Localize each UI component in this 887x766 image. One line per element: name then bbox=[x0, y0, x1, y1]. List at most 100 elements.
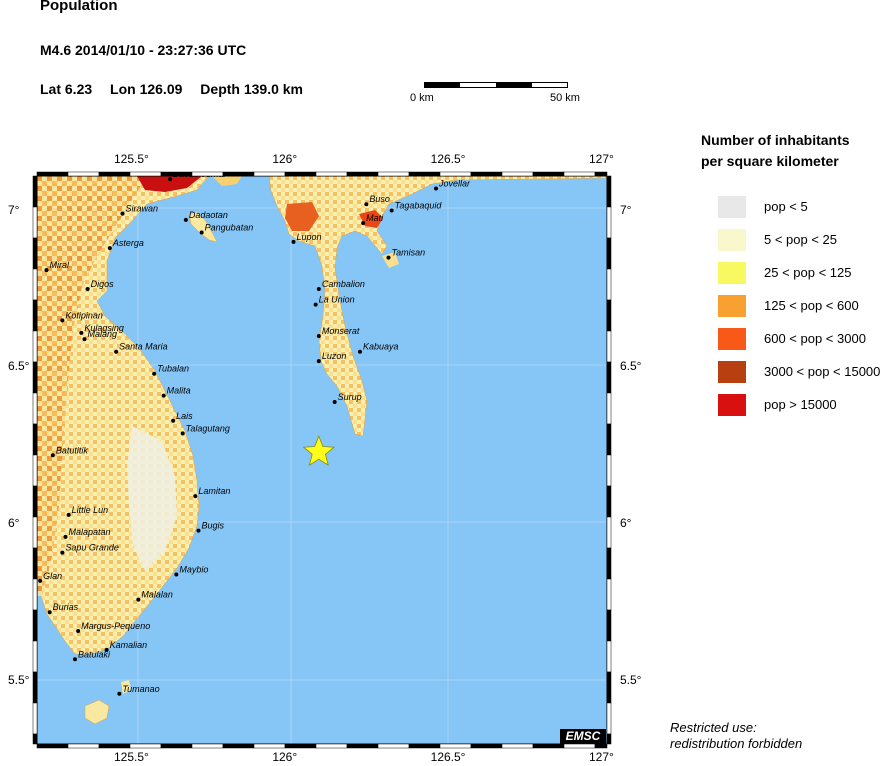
city-label: Malapatan bbox=[69, 527, 111, 537]
city-marker[interactable] bbox=[152, 371, 157, 376]
legend-label: 3000 < pop < 15000 bbox=[764, 364, 881, 379]
event-info: M4.6 2014/01/10 - 23:27:36 UTC bbox=[40, 42, 247, 58]
lat-tick-label-right: 5.5° bbox=[620, 673, 642, 688]
city-marker[interactable] bbox=[117, 691, 122, 696]
legend-label: pop < 5 bbox=[764, 199, 808, 214]
city-marker[interactable] bbox=[168, 177, 172, 182]
city-marker[interactable] bbox=[79, 330, 84, 335]
lat-tick-label-left: 6.5° bbox=[8, 359, 30, 374]
city-label: Digos bbox=[91, 279, 115, 289]
city-label: Margus-Pequeno bbox=[81, 621, 150, 631]
city-label: Dadaotan bbox=[189, 210, 228, 220]
city-marker[interactable] bbox=[171, 418, 176, 423]
city-marker[interactable] bbox=[389, 208, 394, 213]
legend-swatch bbox=[718, 262, 746, 284]
lon-tick-label-top: 127° bbox=[589, 152, 614, 166]
city-marker[interactable] bbox=[136, 597, 141, 602]
lon-tick-label-bottom: 126.5° bbox=[430, 750, 466, 764]
city-marker[interactable] bbox=[73, 657, 77, 662]
city-label: Kabuaya bbox=[363, 342, 399, 352]
legend-swatch bbox=[718, 196, 746, 218]
legend-label: pop > 15000 bbox=[764, 397, 837, 412]
city-marker[interactable] bbox=[85, 286, 90, 291]
city-label: Luzon bbox=[322, 351, 347, 361]
city-marker[interactable] bbox=[82, 337, 87, 342]
legend-label: 125 < pop < 600 bbox=[764, 298, 859, 313]
city-marker[interactable] bbox=[50, 453, 55, 458]
city-label: Sapu Grande bbox=[65, 543, 119, 553]
city-label: Malang bbox=[88, 329, 118, 339]
city-marker[interactable] bbox=[361, 221, 366, 226]
city-label: Lamitan bbox=[198, 486, 230, 496]
city-marker[interactable] bbox=[66, 512, 71, 517]
city-marker[interactable] bbox=[120, 211, 125, 216]
city-marker[interactable] bbox=[63, 534, 68, 539]
epicenter-star-icon[interactable] bbox=[302, 435, 336, 466]
tamisan-islet bbox=[382, 252, 399, 268]
eastern-peninsula bbox=[268, 175, 608, 437]
cities-layer: Davao JumalJovellarSirawanDadaotanBusoTa… bbox=[38, 169, 471, 696]
city-marker[interactable] bbox=[76, 629, 81, 634]
city-marker[interactable] bbox=[44, 268, 49, 273]
city-marker[interactable] bbox=[332, 399, 337, 404]
city-marker[interactable] bbox=[107, 246, 112, 251]
legend-label: 5 < pop < 25 bbox=[764, 232, 838, 247]
city-marker[interactable] bbox=[434, 186, 438, 191]
city-label: Malalan bbox=[141, 590, 173, 600]
city-marker[interactable] bbox=[47, 610, 52, 615]
lon-tick-label-bottom: 126° bbox=[272, 750, 298, 764]
lat-tick-label-right: 6.5° bbox=[620, 359, 642, 374]
city-label: Cambalion bbox=[322, 279, 365, 289]
city-marker[interactable] bbox=[316, 359, 321, 364]
city-marker[interactable] bbox=[38, 578, 43, 583]
city-marker[interactable] bbox=[386, 255, 391, 260]
city-label: Mati bbox=[366, 213, 384, 223]
city-marker[interactable] bbox=[316, 286, 321, 291]
small-island-north bbox=[212, 176, 242, 186]
city-marker[interactable] bbox=[180, 431, 185, 436]
city-marker[interactable] bbox=[358, 349, 362, 354]
usage-note-line1: Restricted use: bbox=[670, 720, 757, 735]
epicenter-layer bbox=[302, 435, 336, 466]
city-label: Bugis bbox=[202, 521, 225, 531]
city-label: Kulagsing bbox=[84, 323, 124, 333]
lat-tick-label-left: 5.5° bbox=[8, 673, 30, 688]
city-label: Santa Maria bbox=[119, 342, 168, 352]
lon-tick-label-top: 126° bbox=[272, 152, 298, 166]
city-marker[interactable] bbox=[161, 393, 166, 398]
balut-island bbox=[84, 699, 110, 725]
legend-swatch bbox=[718, 361, 746, 383]
city-marker[interactable] bbox=[199, 230, 204, 235]
scale-right-label: 50 km bbox=[550, 92, 580, 104]
map-canvas: Davao JumalJovellarSirawanDadaotanBusoTa… bbox=[36, 169, 608, 745]
city-label: Lais bbox=[176, 411, 193, 421]
city-label: Miral bbox=[50, 260, 70, 270]
legend-swatch bbox=[718, 229, 746, 251]
city-label: Tubalan bbox=[157, 364, 189, 374]
lat-tick-label-right: 6° bbox=[620, 516, 632, 531]
lupon-dense-area bbox=[285, 202, 319, 231]
city-marker[interactable] bbox=[193, 494, 198, 499]
city-marker[interactable] bbox=[60, 550, 65, 555]
city-marker[interactable] bbox=[60, 318, 65, 323]
city-marker[interactable] bbox=[316, 334, 321, 339]
lat-tick-label-right: 7° bbox=[620, 202, 632, 217]
city-marker[interactable] bbox=[196, 528, 201, 533]
city-label: La Union bbox=[319, 295, 355, 305]
city-marker[interactable] bbox=[313, 302, 318, 307]
map-title: Population bbox=[40, 0, 118, 14]
map-panel[interactable]: Davao JumalJovellarSirawanDadaotanBusoTa… bbox=[36, 169, 608, 745]
lat-tick-label-left: 6° bbox=[8, 516, 20, 531]
depth-value: Depth 139.0 km bbox=[200, 81, 304, 97]
city-marker[interactable] bbox=[104, 647, 109, 652]
usage-note-line2: redistribution forbidden bbox=[670, 736, 803, 751]
city-marker[interactable] bbox=[174, 572, 179, 577]
city-marker[interactable] bbox=[291, 239, 296, 244]
olanivan-islet bbox=[121, 680, 131, 694]
city-marker[interactable] bbox=[114, 349, 119, 354]
city-marker[interactable] bbox=[364, 202, 369, 207]
city-label: Kamalian bbox=[110, 640, 148, 650]
city-marker[interactable] bbox=[183, 217, 188, 222]
legend-title-line1: Number of inhabitants bbox=[701, 132, 850, 148]
